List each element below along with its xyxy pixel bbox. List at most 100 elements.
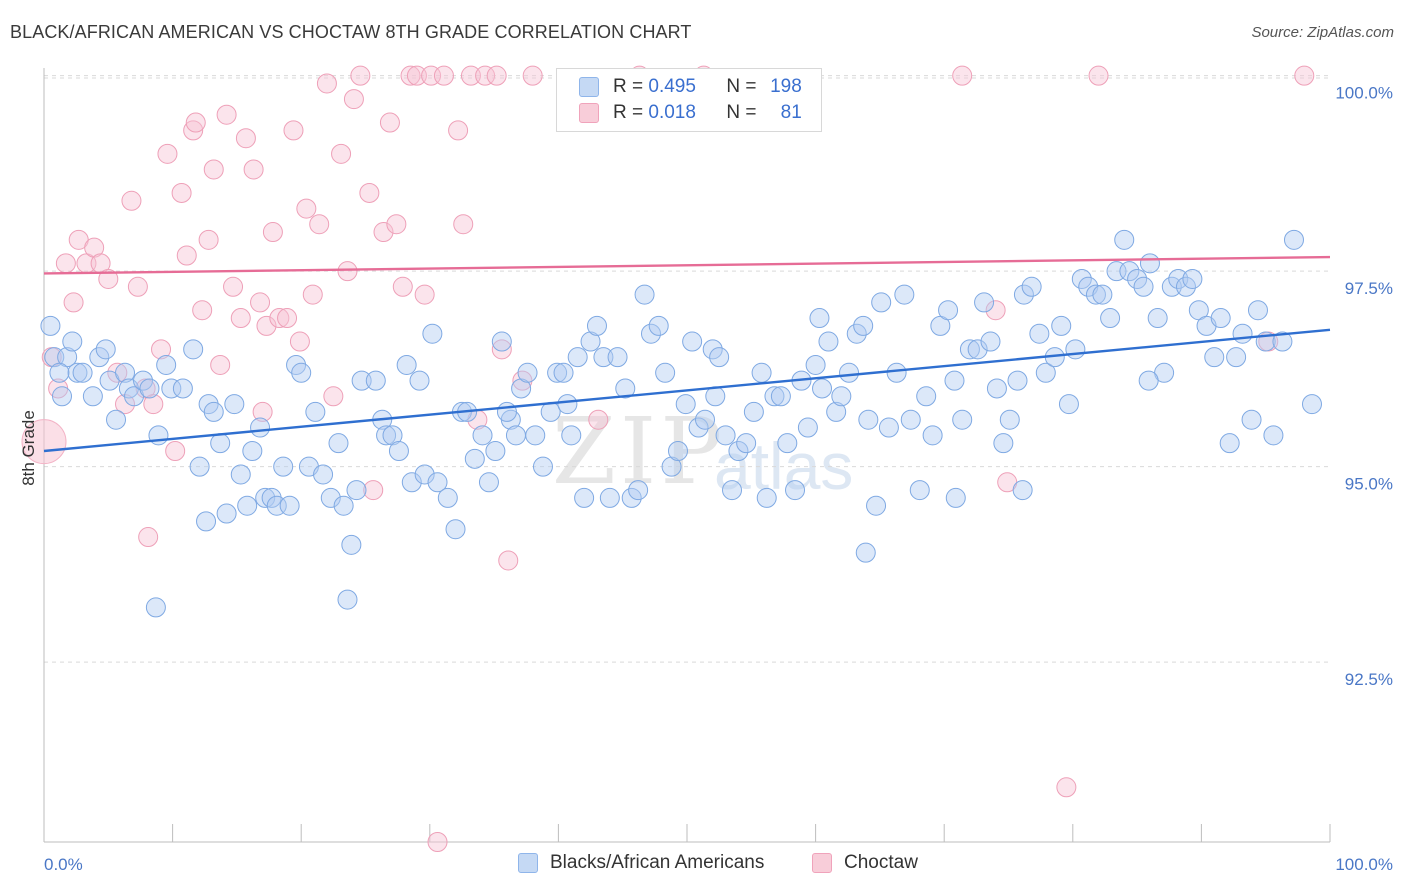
black-point — [607, 347, 628, 368]
black-point — [909, 480, 930, 501]
choctaw-point — [1056, 777, 1077, 798]
black-point — [517, 362, 538, 383]
black-point — [655, 362, 676, 383]
black-point — [944, 370, 965, 391]
black-point — [82, 386, 103, 407]
black-point — [675, 394, 696, 415]
black-point — [409, 370, 430, 391]
choctaw-point — [406, 65, 427, 86]
choctaw-point — [63, 292, 84, 313]
black-point — [230, 464, 251, 485]
black-point — [337, 589, 358, 610]
choctaw-point — [1294, 65, 1315, 86]
black-point — [255, 487, 276, 508]
black-point — [540, 401, 561, 422]
choctaw-point — [952, 65, 973, 86]
black-point — [894, 284, 915, 305]
choctaw-point — [302, 284, 323, 305]
choctaw-point — [235, 128, 256, 149]
choctaw-point — [98, 268, 119, 289]
black-point — [273, 456, 294, 477]
black-point — [472, 425, 493, 446]
choctaw-point — [127, 276, 148, 297]
black-point — [291, 362, 312, 383]
black-point — [161, 378, 182, 399]
black-point — [139, 378, 160, 399]
choctaw-point — [223, 276, 244, 297]
black-point — [993, 433, 1014, 454]
black-point — [1247, 300, 1268, 321]
black-point — [871, 292, 892, 313]
black-point — [938, 300, 959, 321]
choctaw-point — [198, 229, 219, 250]
choctaw-point — [309, 214, 330, 235]
black-point — [382, 425, 403, 446]
y-axis-title: 8th Grade — [19, 410, 38, 486]
black-point — [525, 425, 546, 446]
black-point — [1139, 253, 1160, 274]
black-point — [728, 441, 749, 461]
source-label: Source: ZipAtlas.com — [1251, 24, 1394, 41]
black-point — [1301, 394, 1322, 415]
black-point — [1168, 268, 1189, 289]
black-point — [1007, 370, 1028, 391]
choctaw-point — [359, 182, 380, 203]
choctaw-point — [289, 331, 310, 352]
black-point — [764, 386, 785, 407]
choctaw-point — [143, 394, 164, 415]
choctaw-point — [498, 550, 519, 571]
watermark-zip: ZIP — [552, 398, 727, 505]
y-tick-label: 95.0% — [1345, 475, 1393, 494]
chart-title: BLACK/AFRICAN AMERICAN VS CHOCTAW 8TH GR… — [10, 22, 692, 42]
black-point — [196, 511, 217, 532]
choctaw-point — [283, 120, 304, 141]
black-point — [1013, 284, 1034, 305]
black-point — [648, 315, 669, 336]
choctaw-point — [448, 120, 469, 141]
choctaw-point — [121, 190, 142, 211]
x-tick-label-min: 0.0% — [44, 855, 83, 874]
choctaw-point — [363, 480, 384, 501]
black-point — [770, 386, 791, 407]
black-point — [189, 456, 210, 477]
stats-legend-row-pink: R = 0.018 N = 81 — [579, 100, 802, 126]
black-point — [634, 284, 655, 305]
black-point — [980, 331, 1001, 352]
choctaw-point — [192, 300, 213, 321]
black-point — [593, 347, 614, 368]
choctaw-point — [157, 143, 178, 164]
black-point — [115, 362, 136, 383]
black-point — [1058, 394, 1079, 415]
black-point — [478, 472, 499, 493]
choctaw-point — [323, 386, 344, 407]
black-point — [62, 331, 83, 352]
black-point — [797, 417, 818, 438]
choctaw-point — [183, 120, 204, 141]
black-point — [210, 433, 231, 454]
choctaw-point — [337, 261, 358, 282]
choctaw-point — [433, 65, 454, 86]
black-point — [866, 495, 887, 516]
choctaw-point — [84, 237, 105, 258]
choctaw-point — [252, 401, 273, 422]
choctaw-point — [250, 292, 271, 313]
black-point — [586, 315, 607, 336]
black-point — [313, 464, 334, 485]
black-point — [709, 347, 730, 368]
black-point — [67, 362, 88, 383]
choctaw-point — [400, 65, 421, 86]
legend-swatch-blue — [518, 853, 538, 873]
black-point — [237, 495, 258, 516]
black-point — [722, 480, 743, 501]
black-point — [106, 409, 127, 430]
choctaw-point — [522, 65, 543, 86]
stats-legend: R = 0.495 N = 198 R = 0.018 N = 81 — [556, 68, 822, 132]
black-point — [401, 472, 422, 493]
black-point — [557, 394, 578, 415]
black-point — [839, 362, 860, 383]
black-point — [532, 456, 553, 477]
black-point — [1012, 480, 1033, 501]
black-point — [341, 534, 362, 555]
black-point — [809, 308, 830, 329]
black-point — [922, 425, 943, 446]
